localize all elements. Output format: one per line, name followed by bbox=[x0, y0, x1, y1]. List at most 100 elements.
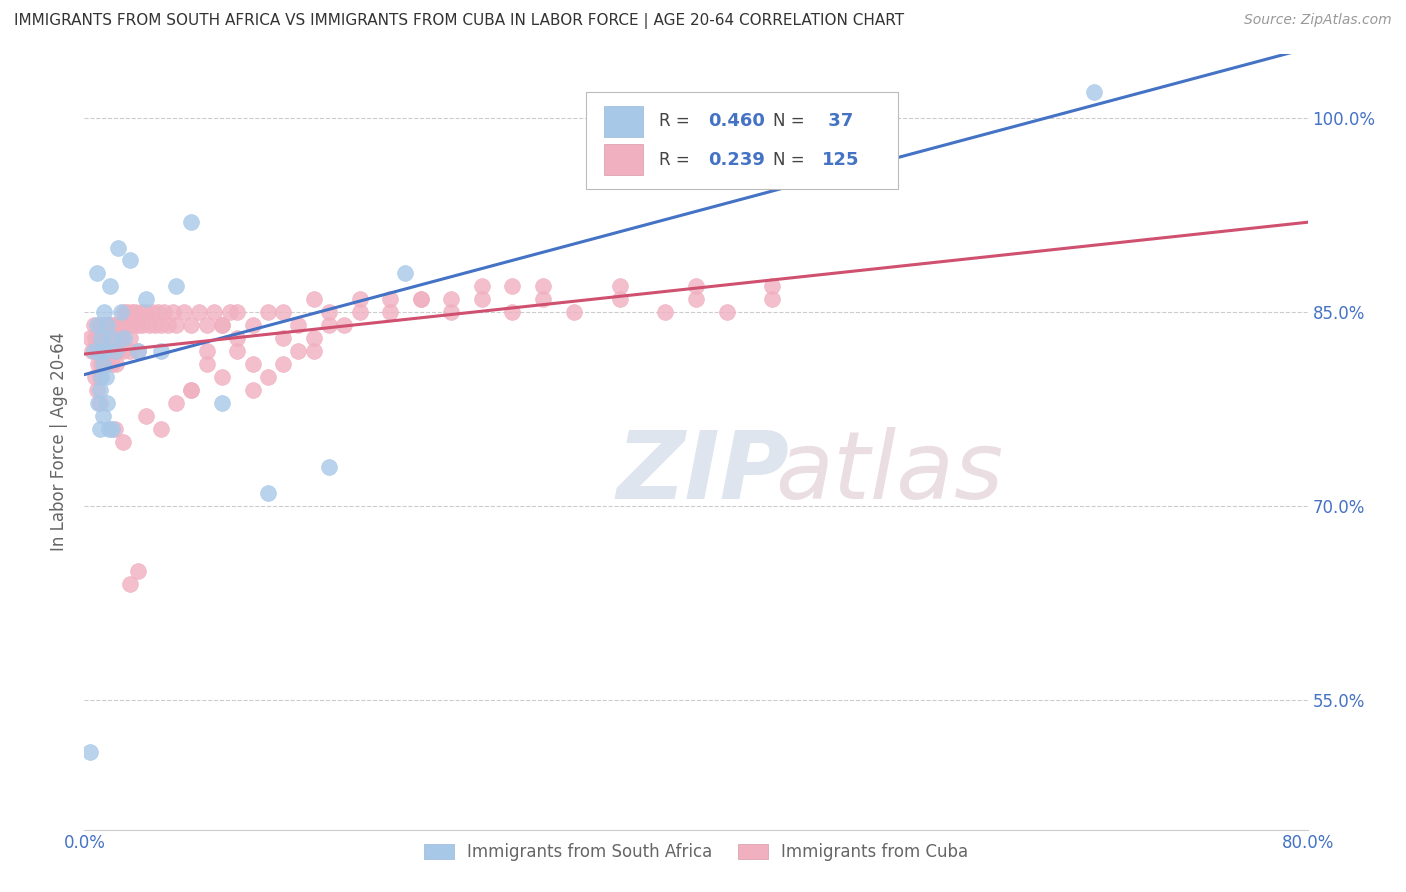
Point bbox=[380, 293, 402, 307]
Point bbox=[89, 318, 111, 333]
Point bbox=[318, 318, 340, 333]
Point bbox=[257, 305, 280, 319]
Point bbox=[146, 305, 169, 319]
Text: IMMIGRANTS FROM SOUTH AFRICA VS IMMIGRANTS FROM CUBA IN LABOR FORCE | AGE 20-64 : IMMIGRANTS FROM SOUTH AFRICA VS IMMIGRAN… bbox=[14, 13, 904, 29]
Point bbox=[104, 422, 127, 436]
Point bbox=[654, 305, 676, 319]
Point bbox=[226, 344, 249, 359]
Point bbox=[91, 318, 114, 333]
Point bbox=[211, 318, 233, 333]
Point bbox=[287, 318, 309, 333]
Point bbox=[89, 369, 111, 384]
Point bbox=[202, 305, 225, 319]
Point bbox=[211, 396, 233, 410]
Point bbox=[685, 163, 707, 178]
Point bbox=[129, 305, 152, 319]
Point bbox=[143, 318, 166, 333]
Point bbox=[409, 293, 432, 307]
Point bbox=[127, 318, 149, 333]
Point bbox=[149, 344, 172, 359]
Point bbox=[96, 318, 118, 333]
Point bbox=[105, 357, 128, 371]
Point bbox=[257, 486, 280, 500]
Point bbox=[211, 318, 233, 333]
Point bbox=[83, 318, 105, 333]
Point bbox=[302, 331, 325, 345]
FancyBboxPatch shape bbox=[586, 93, 898, 189]
Point bbox=[105, 318, 128, 333]
Point bbox=[153, 305, 176, 319]
Point bbox=[302, 293, 325, 307]
Point bbox=[226, 305, 249, 319]
Text: 37: 37 bbox=[823, 112, 853, 130]
Point bbox=[91, 344, 114, 359]
Point bbox=[218, 305, 240, 319]
Text: R =: R = bbox=[659, 151, 696, 169]
Point bbox=[107, 241, 129, 255]
Point bbox=[242, 318, 264, 333]
Point bbox=[101, 344, 124, 359]
Point bbox=[91, 357, 114, 371]
Point bbox=[195, 318, 218, 333]
Text: 125: 125 bbox=[823, 151, 859, 169]
Point bbox=[349, 305, 371, 319]
Point bbox=[114, 318, 136, 333]
Point bbox=[685, 293, 707, 307]
Point bbox=[211, 369, 233, 384]
Point bbox=[101, 357, 124, 371]
Point bbox=[112, 305, 135, 319]
Legend: Immigrants from South Africa, Immigrants from Cuba: Immigrants from South Africa, Immigrants… bbox=[418, 837, 974, 868]
Point bbox=[242, 383, 264, 397]
Point bbox=[318, 305, 340, 319]
Point bbox=[609, 293, 631, 307]
Point bbox=[380, 305, 402, 319]
Point bbox=[96, 331, 118, 345]
Point bbox=[685, 279, 707, 293]
Point bbox=[188, 305, 211, 319]
Point bbox=[94, 331, 117, 345]
Point bbox=[195, 344, 218, 359]
Point bbox=[195, 357, 218, 371]
Point bbox=[180, 383, 202, 397]
Point bbox=[90, 331, 112, 345]
Point bbox=[80, 344, 103, 359]
Point bbox=[89, 396, 111, 410]
Point bbox=[287, 344, 309, 359]
Point bbox=[93, 318, 115, 333]
Point bbox=[502, 305, 524, 319]
Point bbox=[103, 318, 125, 333]
Point bbox=[127, 344, 149, 359]
Point bbox=[141, 305, 163, 319]
Point bbox=[165, 279, 187, 293]
Point bbox=[79, 745, 101, 759]
Point bbox=[115, 305, 138, 319]
Point bbox=[96, 396, 118, 410]
Point bbox=[90, 357, 112, 371]
Point bbox=[124, 305, 146, 319]
Point bbox=[87, 331, 110, 345]
Point bbox=[90, 318, 112, 333]
Point bbox=[104, 344, 127, 359]
Point bbox=[349, 293, 371, 307]
Point bbox=[120, 253, 142, 268]
Point bbox=[502, 279, 524, 293]
Point bbox=[101, 422, 124, 436]
Point bbox=[97, 422, 120, 436]
Point bbox=[165, 318, 187, 333]
Point bbox=[138, 318, 160, 333]
Bar bbox=[605, 145, 644, 176]
Point bbox=[471, 279, 494, 293]
Point bbox=[110, 305, 132, 319]
Point bbox=[149, 422, 172, 436]
Point bbox=[471, 293, 494, 307]
Point bbox=[108, 318, 131, 333]
Point bbox=[318, 460, 340, 475]
Point bbox=[135, 305, 157, 319]
Text: R =: R = bbox=[659, 112, 696, 130]
Point bbox=[101, 331, 124, 345]
Point bbox=[104, 331, 127, 345]
Point bbox=[127, 564, 149, 578]
Text: 0.239: 0.239 bbox=[709, 151, 765, 169]
Text: atlas: atlas bbox=[776, 427, 1004, 518]
Point bbox=[131, 318, 153, 333]
